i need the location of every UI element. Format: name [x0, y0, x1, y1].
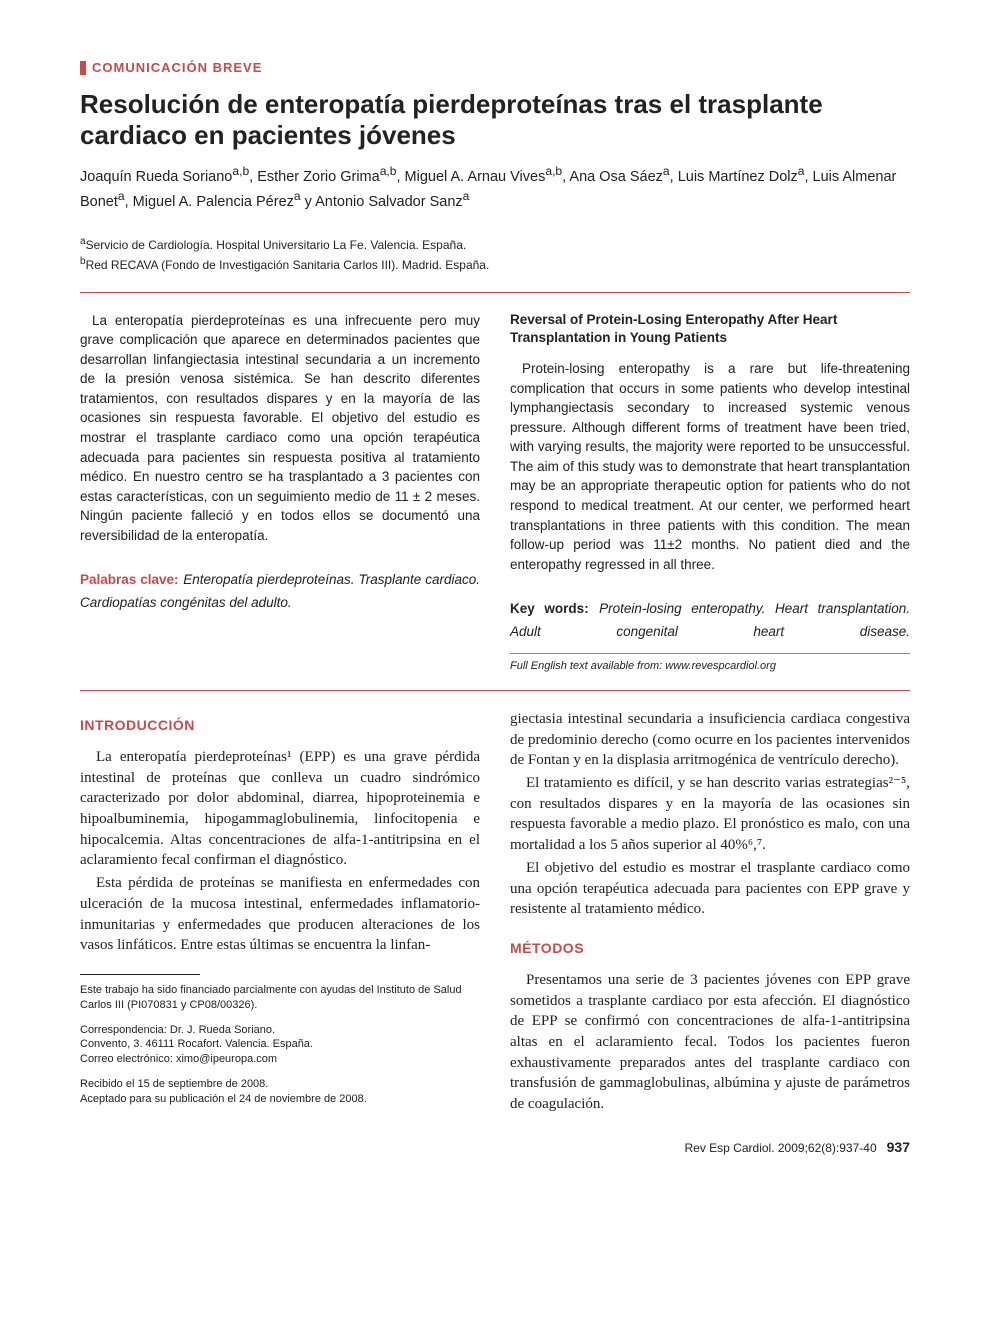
abstract-row: La enteropatía pierdeproteínas es una in…: [80, 311, 910, 672]
keywords-en: Key words: Protein-losing enteropathy. H…: [510, 598, 910, 643]
intro-p4: El objetivo del estudio es mostrar el tr…: [510, 858, 910, 920]
body-row: INTRODUCCIÓN La enteropatía pierdeproteí…: [80, 709, 910, 1117]
abstract-en-text: Protein-losing enteropathy is a rare but…: [510, 359, 910, 574]
divider-top: [80, 292, 910, 293]
abstract-es-column: La enteropatía pierdeproteínas es una in…: [80, 311, 480, 672]
section-tag-bar: [80, 61, 86, 75]
article-title: Resolución de enteropatía pierdeproteína…: [80, 89, 910, 151]
keywords-es-label: Palabras clave:: [80, 572, 179, 587]
keywords-es: Palabras clave: Enteropatía pierdeproteí…: [80, 569, 480, 614]
journal-reference: Rev Esp Cardiol. 2009;62(8):937-40: [685, 1141, 877, 1155]
footnote-correspondence: Correspondencia: Dr. J. Rueda Soriano.Co…: [80, 1023, 480, 1068]
footnote-funding: Este trabajo ha sido financiado parcialm…: [80, 983, 480, 1013]
methods-p1: Presentamos una serie de 3 pacientes jóv…: [510, 970, 910, 1115]
section-tag: COMUNICACIÓN BREVE: [80, 60, 910, 75]
page-footer: Rev Esp Cardiol. 2009;62(8):937-40 937: [80, 1139, 910, 1155]
abstract-en-title: Reversal of Protein-Losing Enteropathy A…: [510, 311, 910, 347]
divider-bottom: [80, 690, 910, 691]
english-text-note: Full English text available from: www.re…: [510, 653, 910, 672]
intro-p2: Esta pérdida de proteínas se manifiesta …: [80, 873, 480, 956]
body-right-column: giectasia intestinal secundaria a insufi…: [510, 709, 910, 1117]
affiliation-a: aServicio de Cardiología. Hospital Unive…: [80, 234, 910, 254]
intro-p1: La enteropatía pierdeproteínas¹ (EPP) es…: [80, 747, 480, 871]
intro-p2-cont: giectasia intestinal secundaria a insufi…: [510, 709, 910, 771]
intro-p3: El tratamiento es difícil, y se han desc…: [510, 773, 910, 856]
body-left-column: INTRODUCCIÓN La enteropatía pierdeproteí…: [80, 709, 480, 1117]
page-number: 937: [887, 1139, 910, 1155]
intro-heading: INTRODUCCIÓN: [80, 717, 480, 733]
affiliations: aServicio de Cardiología. Hospital Unive…: [80, 234, 910, 274]
abstract-es-text: La enteropatía pierdeproteínas es una in…: [80, 311, 480, 546]
footnote-dates: Recibido el 15 de septiembre de 2008.Ace…: [80, 1077, 480, 1107]
footnote-separator: [80, 974, 200, 975]
methods-heading: MÉTODOS: [510, 940, 910, 956]
affiliation-b: bRed RECAVA (Fondo de Investigación Sani…: [80, 254, 910, 274]
authors-line: Joaquín Rueda Sorianoa,b, Esther Zorio G…: [80, 163, 910, 211]
abstract-en-column: Reversal of Protein-Losing Enteropathy A…: [510, 311, 910, 672]
section-tag-label: COMUNICACIÓN BREVE: [92, 60, 262, 75]
keywords-en-label: Key words:: [510, 601, 589, 616]
